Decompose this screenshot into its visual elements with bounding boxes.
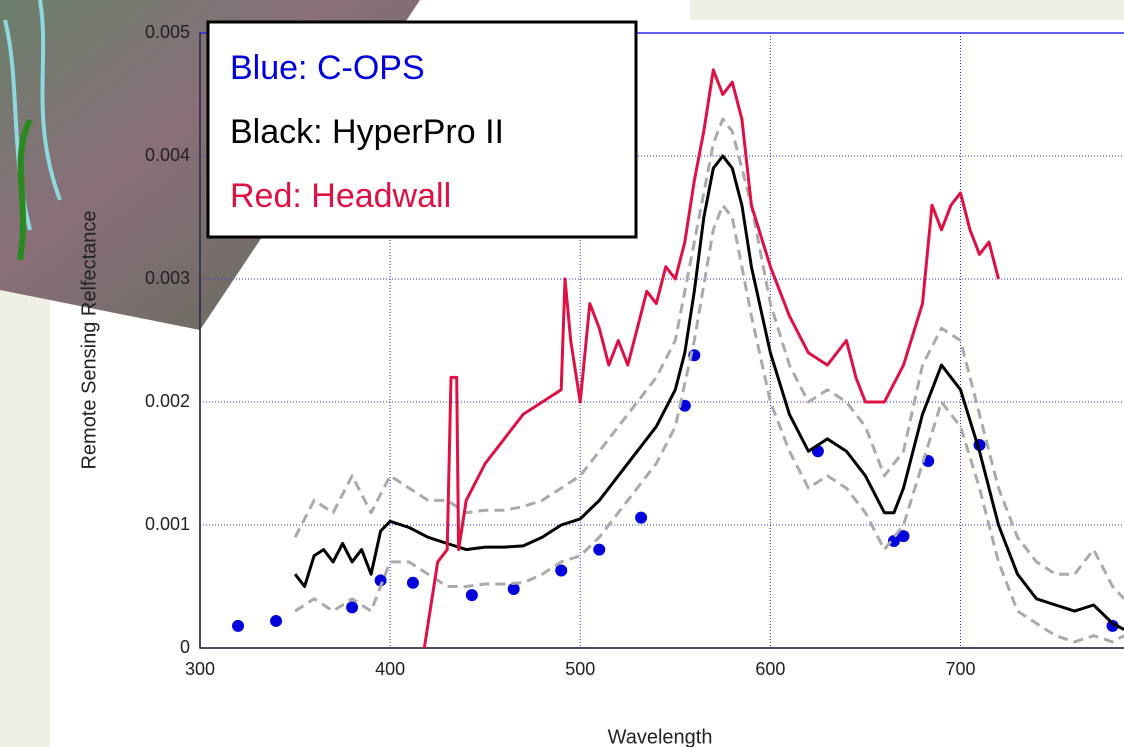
y-tick-label: 0.003	[145, 268, 190, 288]
y-axis-label: Remote Sensing Relfectance	[78, 210, 100, 469]
y-tick-label: 0.002	[145, 391, 190, 411]
x-tick-label: 600	[755, 659, 785, 679]
data-point	[466, 589, 478, 601]
data-point	[270, 615, 282, 627]
x-tick-label: 700	[945, 659, 975, 679]
chart: Remote Sensing Relfectance Wavelength 0 0…	[0, 0, 1124, 747]
x-axis-label: Wavelength	[608, 726, 713, 747]
slide-strip	[0, 445, 50, 747]
data-point	[232, 620, 244, 632]
legend-entry: Black: HyperPro II	[230, 113, 504, 151]
data-point	[635, 512, 647, 524]
x-tick-label: 300	[185, 659, 215, 679]
x-tick-label: 400	[375, 659, 405, 679]
x-tick-label: 500	[565, 659, 595, 679]
data-point	[407, 577, 419, 589]
legend-entry: Blue: C-OPS	[230, 49, 425, 87]
data-point	[593, 544, 605, 556]
slide-strip	[690, 0, 1124, 20]
y-tick-label: 0.004	[145, 145, 190, 165]
y-tick-label: 0.005	[145, 22, 190, 42]
y-tick-label: 0.001	[145, 514, 190, 534]
page: Remote Sensing Relfectance Wavelength 0 0…	[0, 0, 1124, 747]
legend-entry: Red: Headwall	[230, 177, 451, 215]
y-tick-label: 0	[180, 637, 190, 657]
